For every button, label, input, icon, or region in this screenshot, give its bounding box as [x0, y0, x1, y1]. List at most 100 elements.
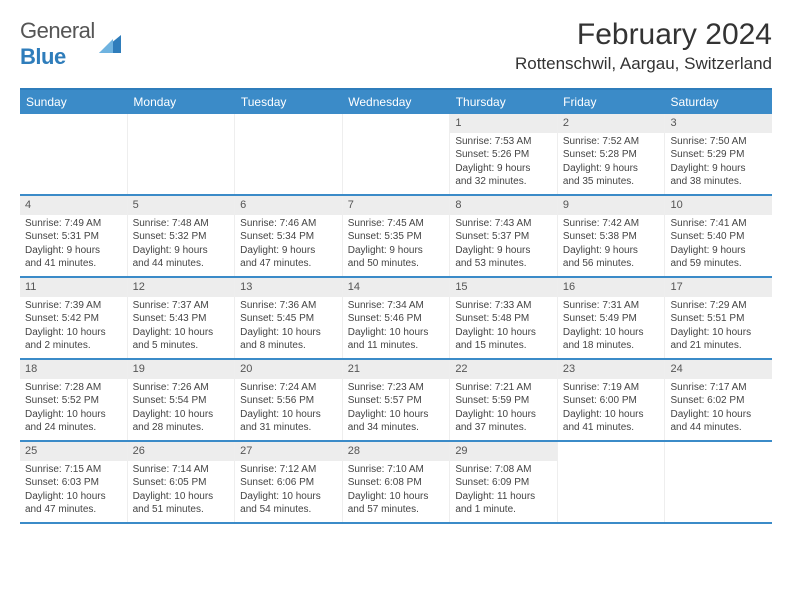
- day-number: 26: [128, 442, 235, 461]
- week-row: 18Sunrise: 7:28 AMSunset: 5:52 PMDayligh…: [20, 360, 772, 442]
- day-cell: 5Sunrise: 7:48 AMSunset: 5:32 PMDaylight…: [128, 196, 236, 276]
- day-body: [558, 461, 665, 467]
- day-cell: 2Sunrise: 7:52 AMSunset: 5:28 PMDaylight…: [558, 114, 666, 194]
- day-cell: [665, 442, 772, 522]
- day-line: and 50 minutes.: [348, 257, 445, 271]
- day-body: Sunrise: 7:15 AMSunset: 6:03 PMDaylight:…: [20, 461, 127, 521]
- day-line: Sunrise: 7:43 AM: [455, 217, 552, 231]
- day-body: Sunrise: 7:34 AMSunset: 5:46 PMDaylight:…: [343, 297, 450, 357]
- day-cell: 17Sunrise: 7:29 AMSunset: 5:51 PMDayligh…: [665, 278, 772, 358]
- day-body: Sunrise: 7:29 AMSunset: 5:51 PMDaylight:…: [665, 297, 772, 357]
- day-line: Daylight: 9 hours: [563, 244, 660, 258]
- day-number: 22: [450, 360, 557, 379]
- day-number: [235, 114, 342, 133]
- day-line: and 47 minutes.: [240, 257, 337, 271]
- day-body: Sunrise: 7:33 AMSunset: 5:48 PMDaylight:…: [450, 297, 557, 357]
- month-title: February 2024: [515, 18, 772, 52]
- day-line: Daylight: 10 hours: [670, 326, 767, 340]
- day-body: Sunrise: 7:21 AMSunset: 5:59 PMDaylight:…: [450, 379, 557, 439]
- day-number: 4: [20, 196, 127, 215]
- day-cell: [558, 442, 666, 522]
- day-body: Sunrise: 7:26 AMSunset: 5:54 PMDaylight:…: [128, 379, 235, 439]
- day-line: Sunrise: 7:14 AM: [133, 463, 230, 477]
- day-cell: 19Sunrise: 7:26 AMSunset: 5:54 PMDayligh…: [128, 360, 236, 440]
- day-line: Daylight: 10 hours: [133, 408, 230, 422]
- day-cell: 18Sunrise: 7:28 AMSunset: 5:52 PMDayligh…: [20, 360, 128, 440]
- calendar: SundayMondayTuesdayWednesdayThursdayFrid…: [20, 88, 772, 524]
- day-line: Sunset: 6:03 PM: [25, 476, 122, 490]
- day-cell: 27Sunrise: 7:12 AMSunset: 6:06 PMDayligh…: [235, 442, 343, 522]
- day-line: Sunset: 5:59 PM: [455, 394, 552, 408]
- day-number: 5: [128, 196, 235, 215]
- day-line: Sunrise: 7:42 AM: [563, 217, 660, 231]
- day-cell: 10Sunrise: 7:41 AMSunset: 5:40 PMDayligh…: [665, 196, 772, 276]
- day-line: Sunrise: 7:19 AM: [563, 381, 660, 395]
- day-line: and 21 minutes.: [670, 339, 767, 353]
- day-line: Sunrise: 7:08 AM: [455, 463, 552, 477]
- day-line: Daylight: 10 hours: [348, 408, 445, 422]
- day-cell: [235, 114, 343, 194]
- day-number: 3: [665, 114, 772, 133]
- weekday-header-row: SundayMondayTuesdayWednesdayThursdayFrid…: [20, 88, 772, 114]
- day-cell: 28Sunrise: 7:10 AMSunset: 6:08 PMDayligh…: [343, 442, 451, 522]
- day-line: Sunrise: 7:12 AM: [240, 463, 337, 477]
- day-cell: 16Sunrise: 7:31 AMSunset: 5:49 PMDayligh…: [558, 278, 666, 358]
- day-body: Sunrise: 7:23 AMSunset: 5:57 PMDaylight:…: [343, 379, 450, 439]
- day-line: and 44 minutes.: [133, 257, 230, 271]
- day-line: Sunrise: 7:39 AM: [25, 299, 122, 313]
- day-number: 6: [235, 196, 342, 215]
- day-line: Sunrise: 7:23 AM: [348, 381, 445, 395]
- day-line: and 5 minutes.: [133, 339, 230, 353]
- day-line: and 32 minutes.: [455, 175, 552, 189]
- day-line: Daylight: 9 hours: [348, 244, 445, 258]
- day-line: Daylight: 10 hours: [25, 408, 122, 422]
- day-body: Sunrise: 7:53 AMSunset: 5:26 PMDaylight:…: [450, 133, 557, 193]
- day-cell: [20, 114, 128, 194]
- day-line: and 41 minutes.: [25, 257, 122, 271]
- day-line: Daylight: 10 hours: [455, 408, 552, 422]
- day-line: Sunset: 5:48 PM: [455, 312, 552, 326]
- day-line: Sunset: 5:40 PM: [670, 230, 767, 244]
- day-line: and 31 minutes.: [240, 421, 337, 435]
- day-line: Daylight: 10 hours: [25, 326, 122, 340]
- day-cell: 9Sunrise: 7:42 AMSunset: 5:38 PMDaylight…: [558, 196, 666, 276]
- day-cell: 15Sunrise: 7:33 AMSunset: 5:48 PMDayligh…: [450, 278, 558, 358]
- weekday-header: Tuesday: [235, 90, 342, 114]
- day-number: 10: [665, 196, 772, 215]
- day-line: Sunrise: 7:37 AM: [133, 299, 230, 313]
- day-line: Daylight: 11 hours: [455, 490, 552, 504]
- day-number: 24: [665, 360, 772, 379]
- logo-text: General Blue: [20, 18, 95, 70]
- week-row: 4Sunrise: 7:49 AMSunset: 5:31 PMDaylight…: [20, 196, 772, 278]
- day-number: 7: [343, 196, 450, 215]
- day-number: 8: [450, 196, 557, 215]
- weekday-header: Monday: [127, 90, 234, 114]
- day-body: Sunrise: 7:10 AMSunset: 6:08 PMDaylight:…: [343, 461, 450, 521]
- day-body: Sunrise: 7:39 AMSunset: 5:42 PMDaylight:…: [20, 297, 127, 357]
- day-cell: 12Sunrise: 7:37 AMSunset: 5:43 PMDayligh…: [128, 278, 236, 358]
- day-number: 25: [20, 442, 127, 461]
- day-cell: [128, 114, 236, 194]
- day-line: and 41 minutes.: [563, 421, 660, 435]
- weekday-header: Saturday: [665, 90, 772, 114]
- day-line: and 35 minutes.: [563, 175, 660, 189]
- day-line: Daylight: 10 hours: [348, 490, 445, 504]
- day-line: Sunrise: 7:28 AM: [25, 381, 122, 395]
- day-line: and 54 minutes.: [240, 503, 337, 517]
- day-cell: 6Sunrise: 7:46 AMSunset: 5:34 PMDaylight…: [235, 196, 343, 276]
- week-row: 25Sunrise: 7:15 AMSunset: 6:03 PMDayligh…: [20, 442, 772, 524]
- day-line: and 2 minutes.: [25, 339, 122, 353]
- day-line: and 18 minutes.: [563, 339, 660, 353]
- day-line: Sunset: 5:32 PM: [133, 230, 230, 244]
- day-line: Sunrise: 7:49 AM: [25, 217, 122, 231]
- day-line: Sunrise: 7:34 AM: [348, 299, 445, 313]
- day-body: Sunrise: 7:37 AMSunset: 5:43 PMDaylight:…: [128, 297, 235, 357]
- day-line: and 37 minutes.: [455, 421, 552, 435]
- day-line: Sunset: 5:51 PM: [670, 312, 767, 326]
- day-line: Daylight: 10 hours: [133, 490, 230, 504]
- day-body: Sunrise: 7:42 AMSunset: 5:38 PMDaylight:…: [558, 215, 665, 275]
- day-body: [665, 461, 772, 467]
- day-line: and 56 minutes.: [563, 257, 660, 271]
- day-body: Sunrise: 7:41 AMSunset: 5:40 PMDaylight:…: [665, 215, 772, 275]
- weekday-header: Friday: [557, 90, 664, 114]
